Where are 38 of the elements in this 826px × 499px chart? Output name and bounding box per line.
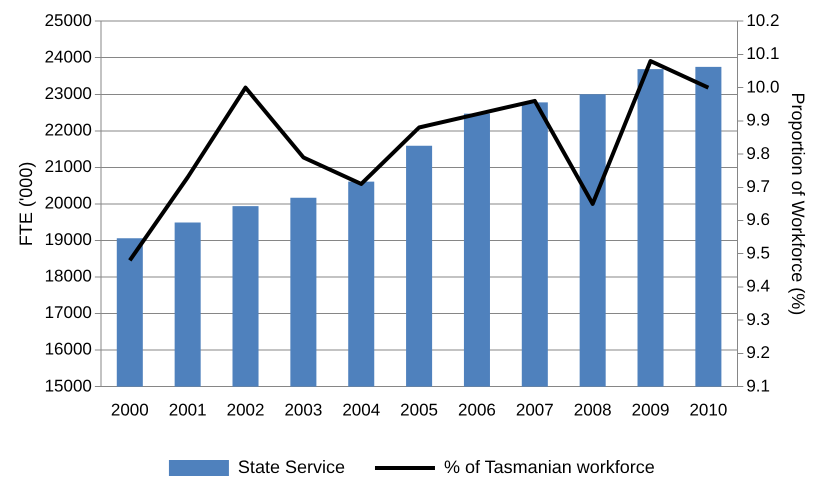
y2-tick-label: 9.2 bbox=[746, 343, 770, 362]
x-tick-label: 2003 bbox=[284, 400, 322, 420]
y2-tick-label: 9.3 bbox=[746, 310, 770, 329]
y2-tick-label: 10.1 bbox=[746, 44, 780, 64]
y2-tick-label: 9.6 bbox=[746, 210, 770, 230]
y-tick-label: 24000 bbox=[44, 47, 92, 66]
x-tick-label: 2004 bbox=[342, 400, 380, 420]
y2-tick-label: 10.0 bbox=[746, 77, 780, 96]
y2-tick-label: 9.8 bbox=[746, 144, 770, 163]
y2-tick-label: 9.1 bbox=[746, 376, 770, 396]
y-axis-title: FTE ('000) bbox=[16, 162, 36, 246]
x-tick-label: 2009 bbox=[632, 400, 670, 420]
x-tick-label: 2001 bbox=[168, 400, 207, 420]
x-tick-label: 2005 bbox=[400, 400, 438, 420]
y2-tick-label: 9.7 bbox=[746, 176, 770, 196]
y2-tick-label: 10.2 bbox=[746, 10, 780, 30]
y2-tick-label: 9.4 bbox=[746, 276, 770, 296]
y2-tick-label: 9.5 bbox=[746, 243, 770, 262]
x-tick-label: 2010 bbox=[689, 400, 728, 420]
y-tick-label: 15000 bbox=[44, 376, 92, 396]
y-tick-label: 19000 bbox=[44, 230, 92, 250]
y-tick-label: 22000 bbox=[44, 120, 92, 140]
y-tick-label: 21000 bbox=[44, 157, 92, 176]
x-tick-label: 2007 bbox=[516, 400, 554, 420]
y2-axis-title: Proportion of Workforce (%) bbox=[788, 92, 808, 316]
y-tick-label: 20000 bbox=[44, 194, 92, 213]
y-tick-label: 25000 bbox=[44, 10, 92, 30]
y-tick-label: 18000 bbox=[44, 266, 92, 286]
y-tick-label: 17000 bbox=[44, 303, 92, 322]
y-tick-label: 16000 bbox=[44, 340, 92, 359]
y2-tick-label: 9.9 bbox=[746, 110, 770, 130]
x-tick-label: 2000 bbox=[110, 400, 149, 420]
x-tick-label: 2008 bbox=[574, 400, 612, 420]
x-tick-label: 2002 bbox=[226, 400, 264, 420]
y-tick-label: 23000 bbox=[44, 84, 92, 103]
x-tick-label: 2006 bbox=[458, 400, 496, 420]
legend-label: State Service bbox=[238, 456, 345, 477]
legend-label: % of Tasmanian workforce bbox=[444, 456, 655, 477]
